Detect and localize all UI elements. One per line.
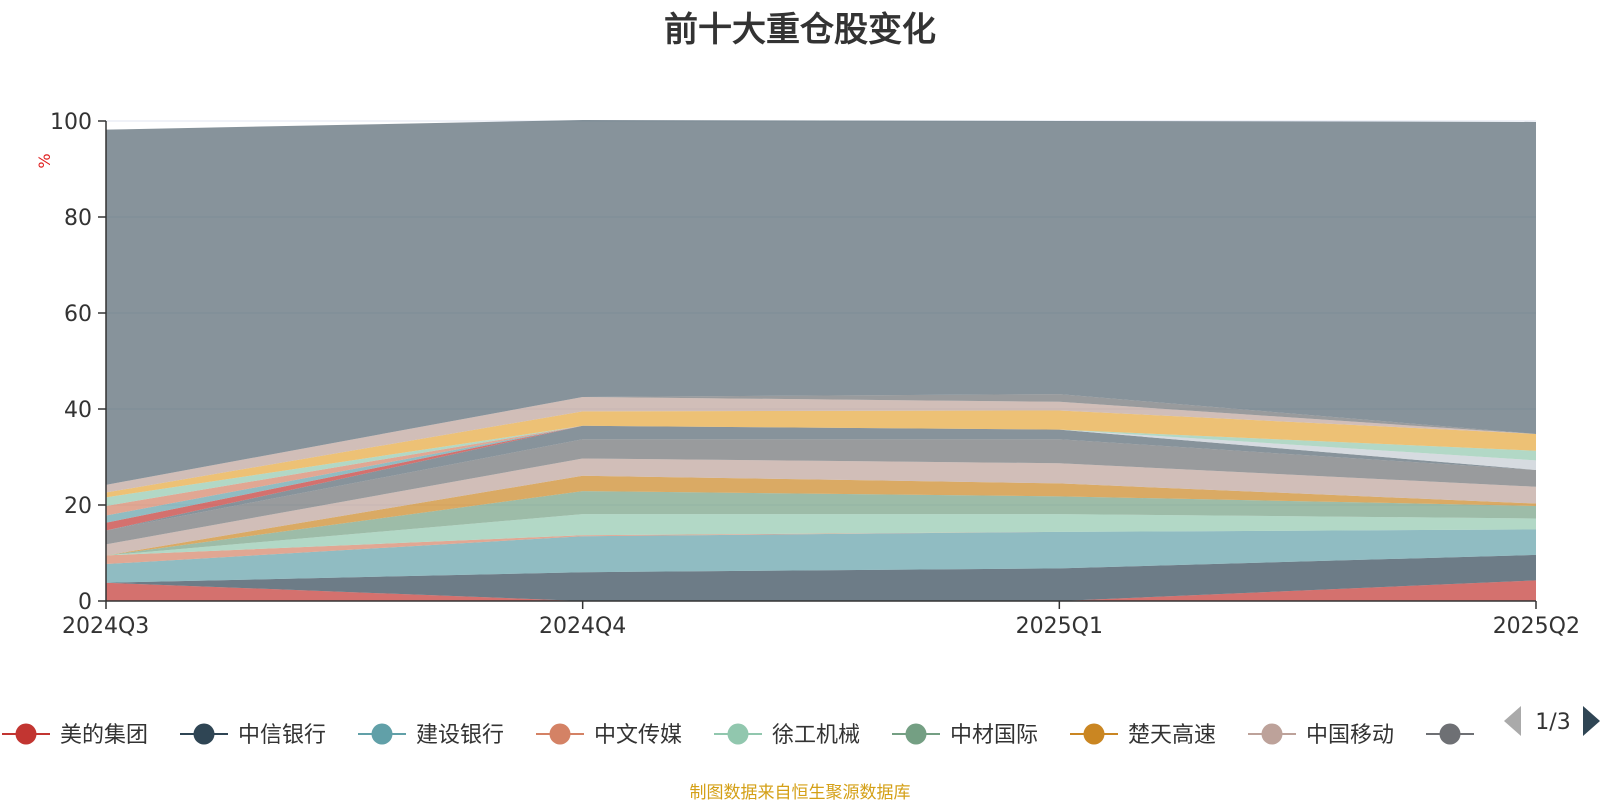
legend-marker-icon	[1261, 723, 1283, 745]
x-tick-label: 2024Q3	[62, 614, 149, 639]
y-tick-label: 0	[78, 590, 92, 615]
chart-title: 前十大重仓股变化	[664, 10, 936, 50]
area-series	[106, 425, 1536, 531]
legend-label: 楚天高速	[1128, 723, 1216, 748]
x-tick-label: 2025Q1	[1016, 614, 1103, 639]
y-tick-label: 20	[64, 494, 92, 519]
legend-item[interactable]: 中信银行	[180, 723, 326, 748]
area-series	[106, 554, 1536, 601]
legend-page-indicator: 1/3	[1535, 710, 1570, 735]
area-series	[106, 397, 1536, 493]
legend-prev-page-icon[interactable]	[1504, 706, 1521, 736]
area-series	[106, 475, 1536, 556]
legend-item[interactable]: 中文传媒	[536, 723, 682, 748]
legend-label: 中信银行	[238, 723, 326, 748]
area-series-layer	[106, 120, 1536, 601]
area-series	[106, 410, 1536, 498]
legend-marker-icon	[193, 723, 215, 745]
legend-item-partial[interactable]	[1426, 723, 1474, 745]
legend-item[interactable]: 徐工机械	[714, 723, 860, 748]
legend-label: 建设银行	[416, 723, 504, 748]
x-tick-label: 2025Q2	[1493, 614, 1580, 639]
legend-item[interactable]: 中材国际	[892, 723, 1038, 748]
area-series	[106, 529, 1536, 565]
legend: 美的集团 中信银行 建设银行 中文传媒 徐工机械 中材国际 楚天高速 中国移动	[2, 723, 1474, 748]
legend-next-page-icon[interactable]	[1583, 706, 1600, 736]
y-tick-label: 40	[64, 398, 92, 423]
legend-item[interactable]: 建设银行	[358, 723, 504, 748]
legend-item[interactable]: 楚天高速	[1070, 723, 1216, 748]
legend-marker-icon	[1083, 723, 1105, 745]
legend-label: 中材国际	[950, 723, 1038, 748]
area-series	[106, 120, 1536, 485]
legend-marker-icon	[549, 723, 571, 745]
y-axis-label: %	[35, 153, 54, 168]
legend-pager: 1/3	[1504, 706, 1600, 736]
area-series	[106, 580, 1536, 601]
legend-marker-icon	[905, 723, 927, 745]
legend-label: 中文传媒	[594, 723, 682, 748]
legend-marker-icon	[371, 723, 393, 745]
x-tick-label: 2024Q4	[539, 614, 626, 639]
y-tick-label: 100	[50, 110, 92, 135]
axes: 0 20 40 60 80 100 2024Q3 2024Q4 2025Q1 2025Q2%	[35, 110, 1580, 639]
source-note: 制图数据来自恒生聚源数据库	[689, 783, 911, 803]
legend-item[interactable]: 中国移动	[1248, 723, 1394, 748]
legend-item[interactable]: 美的集团	[2, 723, 148, 748]
area-series	[106, 439, 1536, 545]
y-tick-label: 80	[64, 206, 92, 231]
area-series	[106, 529, 1536, 583]
area-series	[106, 458, 1536, 556]
legend-label: 徐工机械	[772, 723, 860, 748]
legend-marker-icon	[727, 723, 749, 745]
legend-marker-icon	[1439, 723, 1461, 745]
area-series	[106, 491, 1536, 556]
area-series	[106, 425, 1536, 523]
area-series	[106, 425, 1536, 516]
area-series	[106, 514, 1536, 556]
legend-label: 美的集团	[60, 723, 148, 748]
legend-label: 中国移动	[1306, 723, 1394, 748]
legend-marker-icon	[15, 723, 37, 745]
y-tick-label: 60	[64, 302, 92, 327]
